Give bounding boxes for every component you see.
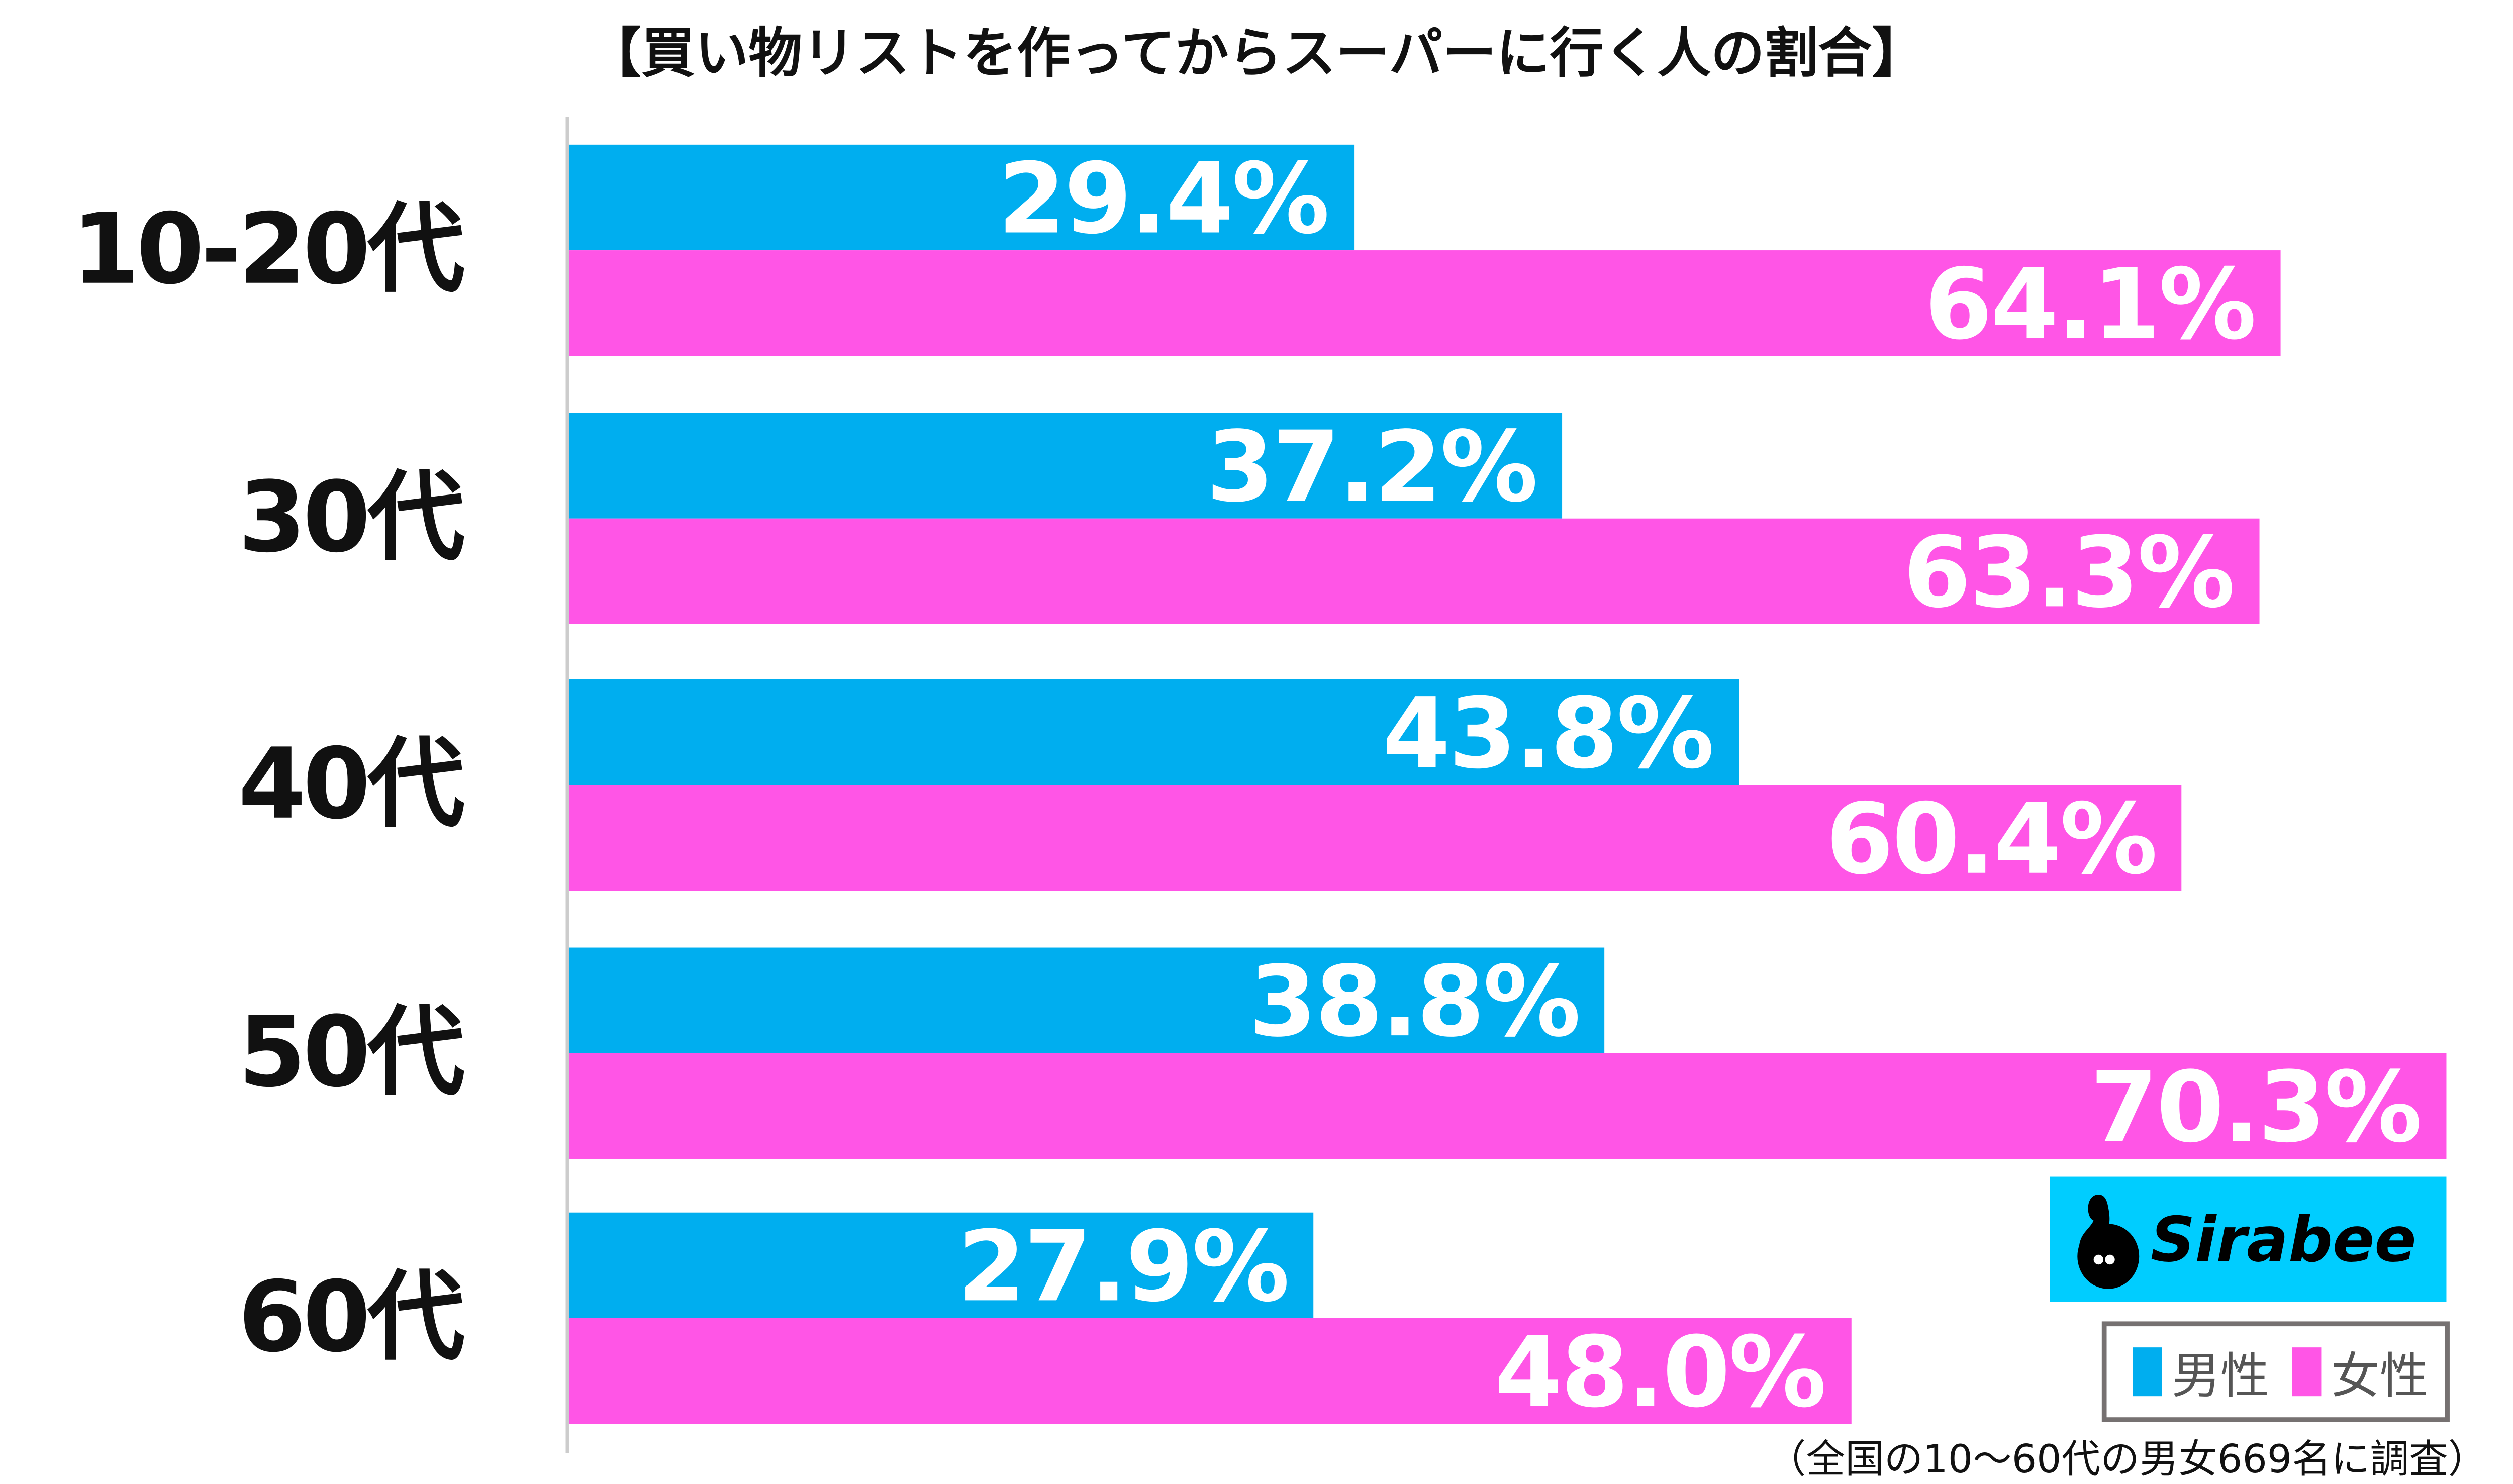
data-label: 63.3%	[1903, 516, 2235, 630]
data-label: 64.1%	[1924, 248, 2256, 363]
bar-female	[568, 785, 2182, 891]
bar-female	[568, 1052, 2447, 1158]
y-axis-line	[565, 117, 569, 1453]
category-label: 30代	[238, 460, 465, 575]
logo-text: Sirabee	[2150, 1203, 2417, 1275]
legend-label-male: 男性	[2171, 1349, 2269, 1406]
data-label: 37.2%	[1206, 410, 1538, 525]
data-label: 43.8%	[1382, 677, 1714, 792]
data-label: 60.4%	[1825, 783, 2158, 898]
category-label: 10-20代	[71, 193, 465, 308]
footnote: （全国の10〜60代の男女669名に調査）	[1767, 1437, 2487, 1482]
bar-male	[568, 946, 1605, 1053]
bar-female	[568, 1318, 1851, 1424]
category-label: 60代	[238, 1261, 465, 1375]
category-label: 40代	[238, 728, 465, 842]
bar-female	[568, 250, 2281, 356]
sirabee-logo: Sirabee	[2050, 1176, 2447, 1302]
bar-female	[568, 518, 2260, 624]
chart-title: 【買い物リストを作ってからスーパーに行く人の割合】	[588, 21, 1925, 85]
bar-male	[568, 1212, 1314, 1318]
legend-swatch-female	[2292, 1347, 2322, 1397]
bar-male	[568, 412, 1563, 518]
data-label: 27.9%	[957, 1211, 1290, 1325]
data-label: 70.3%	[2090, 1050, 2422, 1165]
legend-swatch-male	[2133, 1347, 2162, 1397]
bar-male	[568, 679, 1739, 785]
legend: 男性 女性	[2101, 1321, 2450, 1422]
legend-label-female: 女性	[2331, 1349, 2429, 1406]
sirabee-mascot-icon	[2077, 1194, 2140, 1289]
bar-male	[568, 144, 1355, 251]
data-label: 48.0%	[1494, 1316, 1826, 1431]
data-label: 38.8%	[1248, 945, 1581, 1059]
category-label: 50代	[238, 995, 465, 1110]
data-label: 29.4%	[998, 143, 1329, 257]
